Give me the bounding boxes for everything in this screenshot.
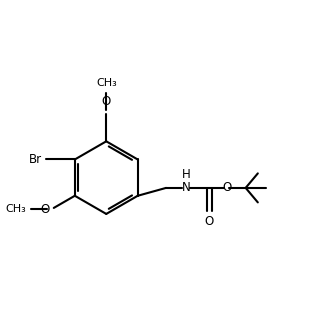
Text: CH₃: CH₃ [6, 204, 26, 214]
Text: N: N [182, 182, 190, 194]
Text: O: O [205, 215, 214, 228]
Text: CH₃: CH₃ [96, 78, 116, 88]
Text: O: O [102, 95, 111, 108]
Text: O: O [41, 203, 50, 216]
Text: H: H [182, 168, 190, 181]
Text: O: O [222, 182, 231, 194]
Text: Br: Br [29, 153, 42, 166]
